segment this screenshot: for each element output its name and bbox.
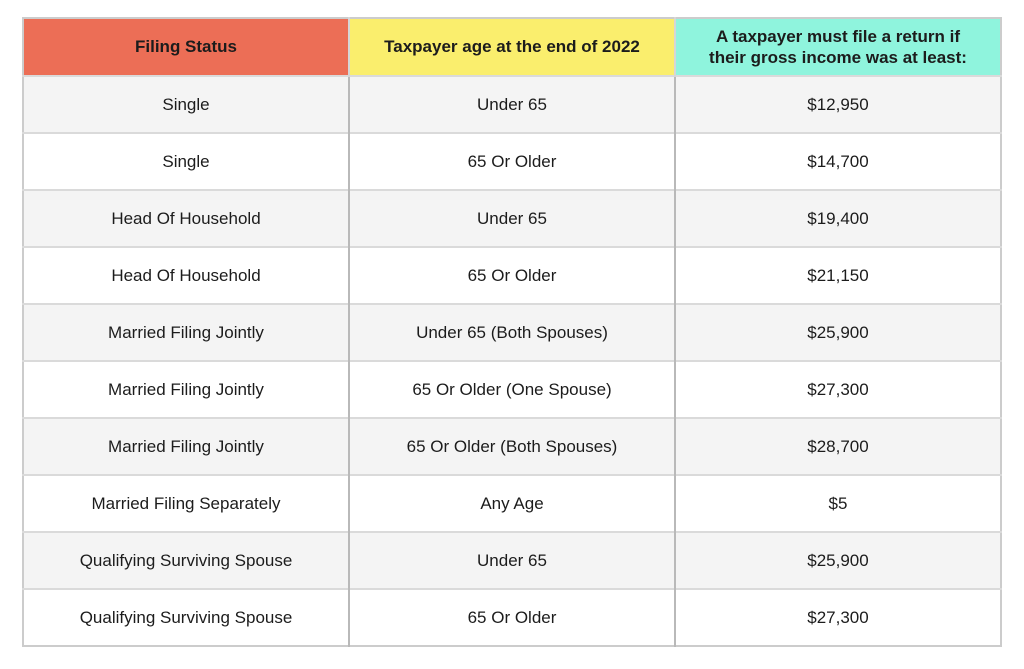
header-cell-gross-income-threshold: A taxpayer must file a return if their g… bbox=[674, 18, 1001, 76]
table-row: Head Of Household Under 65 $19,400 bbox=[23, 189, 1001, 247]
table-row: Single Under 65 $12,950 bbox=[23, 75, 1001, 133]
cell-age: Under 65 (Both Spouses) bbox=[348, 303, 675, 361]
cell-filing-status: Married Filing Separately bbox=[23, 474, 349, 532]
cell-filing-status: Head Of Household bbox=[23, 246, 349, 304]
cell-income: $5 bbox=[674, 474, 1001, 532]
cell-age: Under 65 bbox=[348, 531, 675, 589]
tax-filing-table-container: Filing Status Taxpayer age at the end of … bbox=[22, 17, 1002, 647]
table-row: Married Filing Jointly 65 Or Older (One S… bbox=[23, 360, 1001, 418]
cell-income: $19,400 bbox=[674, 189, 1001, 247]
table-row: Married Filing Jointly Under 65 (Both Spo… bbox=[23, 303, 1001, 361]
cell-filing-status: Qualifying Surviving Spouse bbox=[23, 588, 349, 646]
cell-income: $25,900 bbox=[674, 531, 1001, 589]
cell-age: Any Age bbox=[348, 474, 675, 532]
header-cell-filing-status: Filing Status bbox=[23, 18, 349, 76]
table-row: Single 65 Or Older $14,700 bbox=[23, 132, 1001, 190]
cell-income: $27,300 bbox=[674, 360, 1001, 418]
cell-income: $27,300 bbox=[674, 588, 1001, 646]
cell-filing-status: Single bbox=[23, 75, 349, 133]
table-row: Married Filing Separately Any Age $5 bbox=[23, 474, 1001, 532]
tax-filing-table: Filing Status Taxpayer age at the end of … bbox=[22, 17, 1002, 647]
cell-filing-status: Single bbox=[23, 132, 349, 190]
cell-income: $25,900 bbox=[674, 303, 1001, 361]
table-row: Qualifying Surviving Spouse Under 65 $25,9… bbox=[23, 531, 1001, 589]
cell-age: Under 65 bbox=[348, 75, 675, 133]
cell-filing-status: Qualifying Surviving Spouse bbox=[23, 531, 349, 589]
cell-income: $14,700 bbox=[674, 132, 1001, 190]
cell-age: 65 Or Older (Both Spouses) bbox=[348, 417, 675, 475]
cell-age: 65 Or Older bbox=[348, 588, 675, 646]
table-row: Married Filing Jointly 65 Or Older (Both … bbox=[23, 417, 1001, 475]
cell-filing-status: Married Filing Jointly bbox=[23, 360, 349, 418]
table-row: Qualifying Surviving Spouse 65 Or Older $2… bbox=[23, 588, 1001, 646]
cell-filing-status: Married Filing Jointly bbox=[23, 303, 349, 361]
cell-filing-status: Head Of Household bbox=[23, 189, 349, 247]
cell-age: 65 Or Older bbox=[348, 132, 675, 190]
cell-income: $28,700 bbox=[674, 417, 1001, 475]
cell-age: 65 Or Older bbox=[348, 246, 675, 304]
table-header: Filing Status Taxpayer age at the end of … bbox=[23, 18, 1001, 76]
cell-age: 65 Or Older (One Spouse) bbox=[348, 360, 675, 418]
header-row: Filing Status Taxpayer age at the end of … bbox=[23, 18, 1001, 76]
cell-income: $21,150 bbox=[674, 246, 1001, 304]
header-cell-taxpayer-age: Taxpayer age at the end of 2022 bbox=[348, 18, 675, 76]
cell-income: $12,950 bbox=[674, 75, 1001, 133]
table-body: Single Under 65 $12,950 Single 65 Or Older $1… bbox=[23, 75, 1001, 646]
cell-age: Under 65 bbox=[348, 189, 675, 247]
table-row: Head Of Household 65 Or Older $21,150 bbox=[23, 246, 1001, 304]
cell-filing-status: Married Filing Jointly bbox=[23, 417, 349, 475]
